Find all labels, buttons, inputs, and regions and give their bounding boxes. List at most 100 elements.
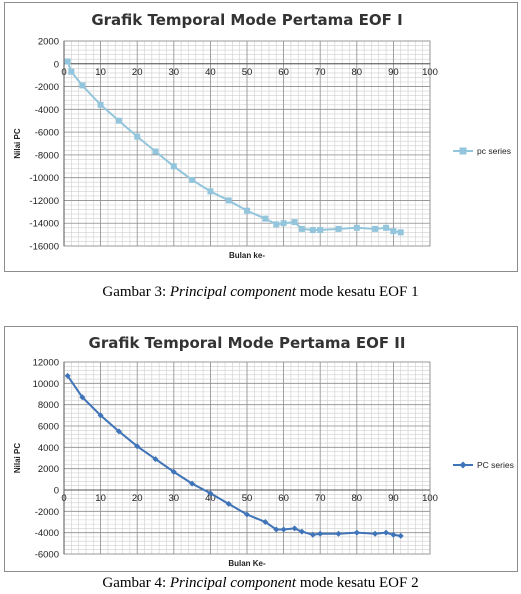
data-point: [189, 480, 196, 487]
data-point: [397, 229, 404, 236]
x-tick-label: 100: [422, 493, 438, 504]
data-point: [317, 530, 324, 537]
data-point: [189, 176, 196, 183]
x-tick-label: 100: [422, 67, 438, 78]
y-tick-label: -10000: [29, 173, 59, 184]
data-point: [273, 221, 280, 228]
data-point: [262, 215, 269, 222]
y-tick-label: 2000: [38, 464, 59, 475]
data-point: [79, 394, 86, 401]
y-tick-label: -8000: [35, 150, 59, 161]
y-tick-label: -12000: [29, 196, 59, 207]
chart-title: Grafik Temporal Mode Pertama EOF II: [89, 334, 406, 352]
data-point: [68, 68, 75, 75]
x-tick-label: 20: [132, 67, 143, 78]
y-tick-label: 0: [54, 486, 59, 497]
y-tick-label: 12000: [33, 358, 59, 369]
data-point: [64, 372, 71, 379]
data-point: [353, 224, 360, 231]
caption-italic: Principal component: [169, 284, 297, 300]
data-point: [335, 530, 342, 537]
data-point: [64, 58, 71, 65]
x-axis-label: Bulan ke-: [229, 251, 265, 260]
x-tick-label: 50: [242, 493, 253, 504]
caption-suffix: mode kesatu EOF 2: [296, 575, 419, 591]
y-tick-label: -4000: [35, 105, 59, 116]
data-point: [383, 224, 390, 231]
x-tick-label: 90: [388, 67, 399, 78]
data-point: [298, 528, 305, 535]
data-point: [207, 188, 214, 195]
y-axis-label: Nilai PC: [13, 128, 22, 158]
x-tick-label: 30: [169, 493, 180, 504]
y-tick-label: 6000: [38, 422, 59, 433]
x-tick-label: 60: [278, 67, 289, 78]
x-tick-label: 40: [205, 493, 216, 504]
y-tick-label: 8000: [38, 400, 59, 411]
chart-svg-1: Grafik Temporal Mode Pertama EOF I 0 10 20 3…: [13, 11, 511, 260]
chart-title: Grafik Temporal Mode Pertama EOF I: [91, 11, 402, 29]
data-point: [152, 148, 159, 155]
legend-marker: [459, 461, 467, 469]
data-point: [152, 456, 159, 463]
y-tick-label: 10000: [33, 379, 59, 390]
caption-suffix: mode kesatu EOF 1: [296, 284, 419, 300]
data-point: [97, 412, 104, 419]
data-point: [280, 526, 287, 533]
x-tick-label: 60: [278, 493, 289, 504]
data-point: [280, 220, 287, 227]
data-point: [225, 197, 232, 204]
legend-marker: [459, 147, 467, 155]
y-tick-label: -6000: [35, 550, 59, 561]
data-point: [372, 530, 379, 537]
data-point: [97, 101, 104, 108]
data-point: [309, 531, 316, 538]
caption-prefix: Gambar 3:: [102, 284, 170, 300]
chart-panel-1: Grafik Temporal Mode Pertama EOF I 0 10 20 3…: [4, 2, 518, 272]
data-point: [390, 531, 397, 538]
legend-label: pc series: [477, 146, 511, 156]
x-tick-label: 0: [61, 67, 66, 78]
data-point: [262, 519, 269, 525]
data-point: [291, 219, 298, 226]
data-point: [170, 468, 177, 475]
legend-label: PC series: [477, 460, 514, 470]
caption-prefix: Gambar 4:: [102, 575, 170, 591]
data-point: [390, 228, 397, 235]
x-tick-label: 40: [205, 67, 216, 78]
data-point: [79, 82, 86, 89]
data-point: [207, 490, 214, 497]
chart-panel-2: Grafik Temporal Mode Pertama EOF II 0 10 20…: [4, 326, 518, 572]
figure-caption-2: Gambar 4: Principal component mode kesat…: [0, 575, 521, 592]
data-point: [372, 225, 379, 232]
data-point: [115, 117, 122, 124]
x-tick-label: 10: [95, 493, 106, 504]
data-point: [115, 428, 122, 435]
data-point: [244, 511, 250, 518]
data-point: [244, 207, 250, 214]
y-tick-label: 2000: [38, 37, 59, 48]
y-tick-label: -4000: [35, 528, 59, 539]
x-tick-label: 70: [315, 67, 326, 78]
x-axis-label: Bulan Ke-: [228, 559, 266, 568]
y-tick-label: -2000: [35, 507, 59, 518]
caption-italic: Principal component: [169, 575, 297, 591]
y-tick-label: -16000: [29, 242, 59, 253]
x-tick-label: 80: [352, 493, 363, 504]
y-axis-label: Nilai PC: [13, 443, 22, 473]
data-point: [134, 133, 141, 140]
y-tick-label: 4000: [38, 443, 59, 454]
data-point: [317, 227, 324, 234]
y-tick-label: -14000: [29, 219, 59, 230]
series-line: [66, 375, 401, 537]
y-tick-label: 0: [54, 59, 59, 70]
data-point: [273, 526, 280, 533]
figure-caption-1: Gambar 3: Principal component mode kesat…: [0, 284, 521, 301]
data-point: [298, 225, 305, 232]
data-point: [335, 225, 342, 232]
y-tick-label: -2000: [35, 82, 59, 93]
y-tick-label: -6000: [35, 128, 59, 139]
data-point: [225, 500, 232, 507]
data-point: [291, 525, 298, 532]
data-point: [134, 443, 141, 450]
